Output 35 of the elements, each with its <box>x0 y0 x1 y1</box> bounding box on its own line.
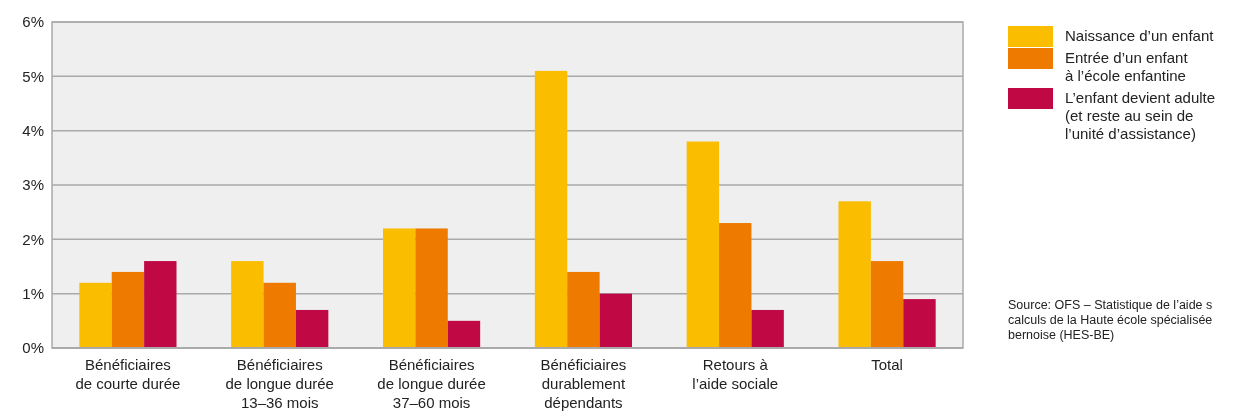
bar <box>383 228 416 348</box>
y-tick-label: 5% <box>22 67 44 85</box>
bar <box>870 261 904 348</box>
bar <box>231 261 264 348</box>
bar <box>144 261 177 348</box>
x-tick-label: Retours à l’aide sociale <box>692 356 779 392</box>
bar <box>567 271 600 348</box>
bar <box>263 282 296 348</box>
x-tick-label: Bénéficiaires de longue durée 37–60 mois <box>377 356 486 411</box>
bar <box>838 201 871 348</box>
y-tick-label: 0% <box>22 339 44 357</box>
x-tick-label: Bénéficiaires de longue durée 13–36 mois <box>225 356 334 411</box>
bar <box>751 309 784 348</box>
x-tick-label: Total <box>871 356 903 373</box>
bar <box>415 228 448 348</box>
x-tick-label: Bénéficiaires durablement dépendants <box>540 356 627 411</box>
y-tick-label: 4% <box>22 121 44 139</box>
source-note: Source: OFS – Statistique de l’aide s calculs de la Haute école spécialisée bernoise (HES-BE) <box>1008 298 1213 342</box>
bar <box>903 299 936 348</box>
legend-label: L’enfant devient adulte (et reste au sein de l’unité d’assistance) <box>1065 89 1216 142</box>
bar <box>111 271 145 348</box>
legend-label: Naissance d’un enfant <box>1065 27 1215 44</box>
bar <box>599 293 632 348</box>
y-tick-label: 3% <box>22 176 44 194</box>
bar <box>719 223 752 348</box>
legend-label: Entrée d’un enfant à l’école enfantine <box>1065 49 1189 84</box>
bar <box>79 282 112 348</box>
y-tick-label: 1% <box>22 284 44 302</box>
y-tick-label: 6% <box>22 13 44 31</box>
x-tick-label: Bénéficiaires de courte durée <box>75 356 181 392</box>
bar <box>534 70 568 348</box>
bar <box>686 141 720 348</box>
y-tick-label: 2% <box>22 230 44 248</box>
bar <box>447 320 481 348</box>
bar <box>295 309 329 348</box>
